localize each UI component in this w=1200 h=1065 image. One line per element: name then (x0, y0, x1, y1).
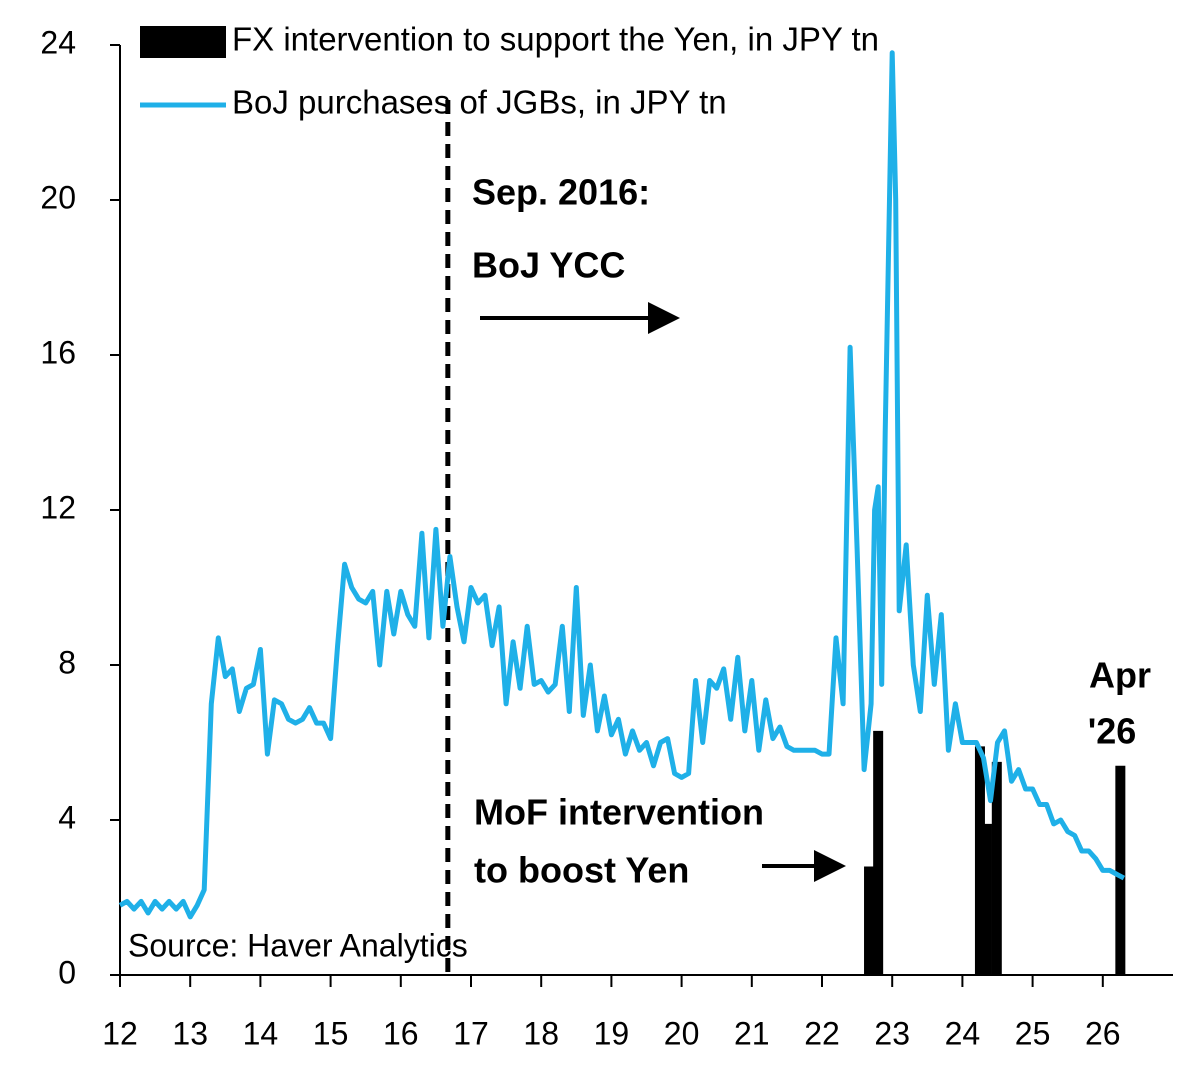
bar (991, 761, 1002, 975)
x-tick-label: 15 (313, 1015, 349, 1051)
y-tick-label: 24 (40, 24, 76, 60)
legend-swatch (140, 26, 226, 58)
x-tick-label: 26 (1085, 1015, 1121, 1051)
x-tick-label: 23 (874, 1015, 910, 1051)
x-tick-label: 18 (523, 1015, 559, 1051)
y-tick-label: 0 (58, 954, 76, 990)
x-tick-label: 24 (945, 1015, 981, 1051)
bar (974, 746, 985, 975)
x-tick-label: 19 (594, 1015, 630, 1051)
x-tick-label: 20 (664, 1015, 700, 1051)
bar (864, 866, 875, 975)
x-tick-label: 13 (172, 1015, 208, 1051)
annotation: MoF intervention (474, 792, 764, 833)
x-tick-label: 25 (1015, 1015, 1051, 1051)
y-tick-label: 8 (58, 644, 76, 680)
y-tick-label: 4 (58, 799, 76, 835)
x-tick-label: 16 (383, 1015, 419, 1051)
line (118, 50, 1126, 920)
bar (1115, 765, 1126, 975)
x-tick-label: 14 (243, 1015, 279, 1051)
annotation: '26 (1088, 711, 1137, 752)
annotation: BoJ YCC (472, 245, 625, 286)
x-tick-label: 22 (804, 1015, 840, 1051)
y-tick-label: 20 (40, 179, 76, 215)
source-note: Source: Haver Analytics (128, 927, 468, 963)
bar (981, 823, 992, 975)
legend-label: BoJ purchases of JGBs, in JPY tn (232, 84, 727, 121)
x-tick-label: 17 (453, 1015, 489, 1051)
annotation: Apr (1089, 655, 1151, 696)
legend-label: FX intervention to support the Yen, in J… (232, 21, 879, 58)
annotation: to boost Yen (474, 850, 689, 891)
x-tick-label: 12 (102, 1015, 138, 1051)
x-tick-label: 21 (734, 1015, 770, 1051)
annotation: Sep. 2016: (472, 172, 650, 213)
bar (873, 730, 884, 975)
y-tick-label: 12 (40, 489, 76, 525)
y-tick-label: 16 (40, 334, 76, 370)
